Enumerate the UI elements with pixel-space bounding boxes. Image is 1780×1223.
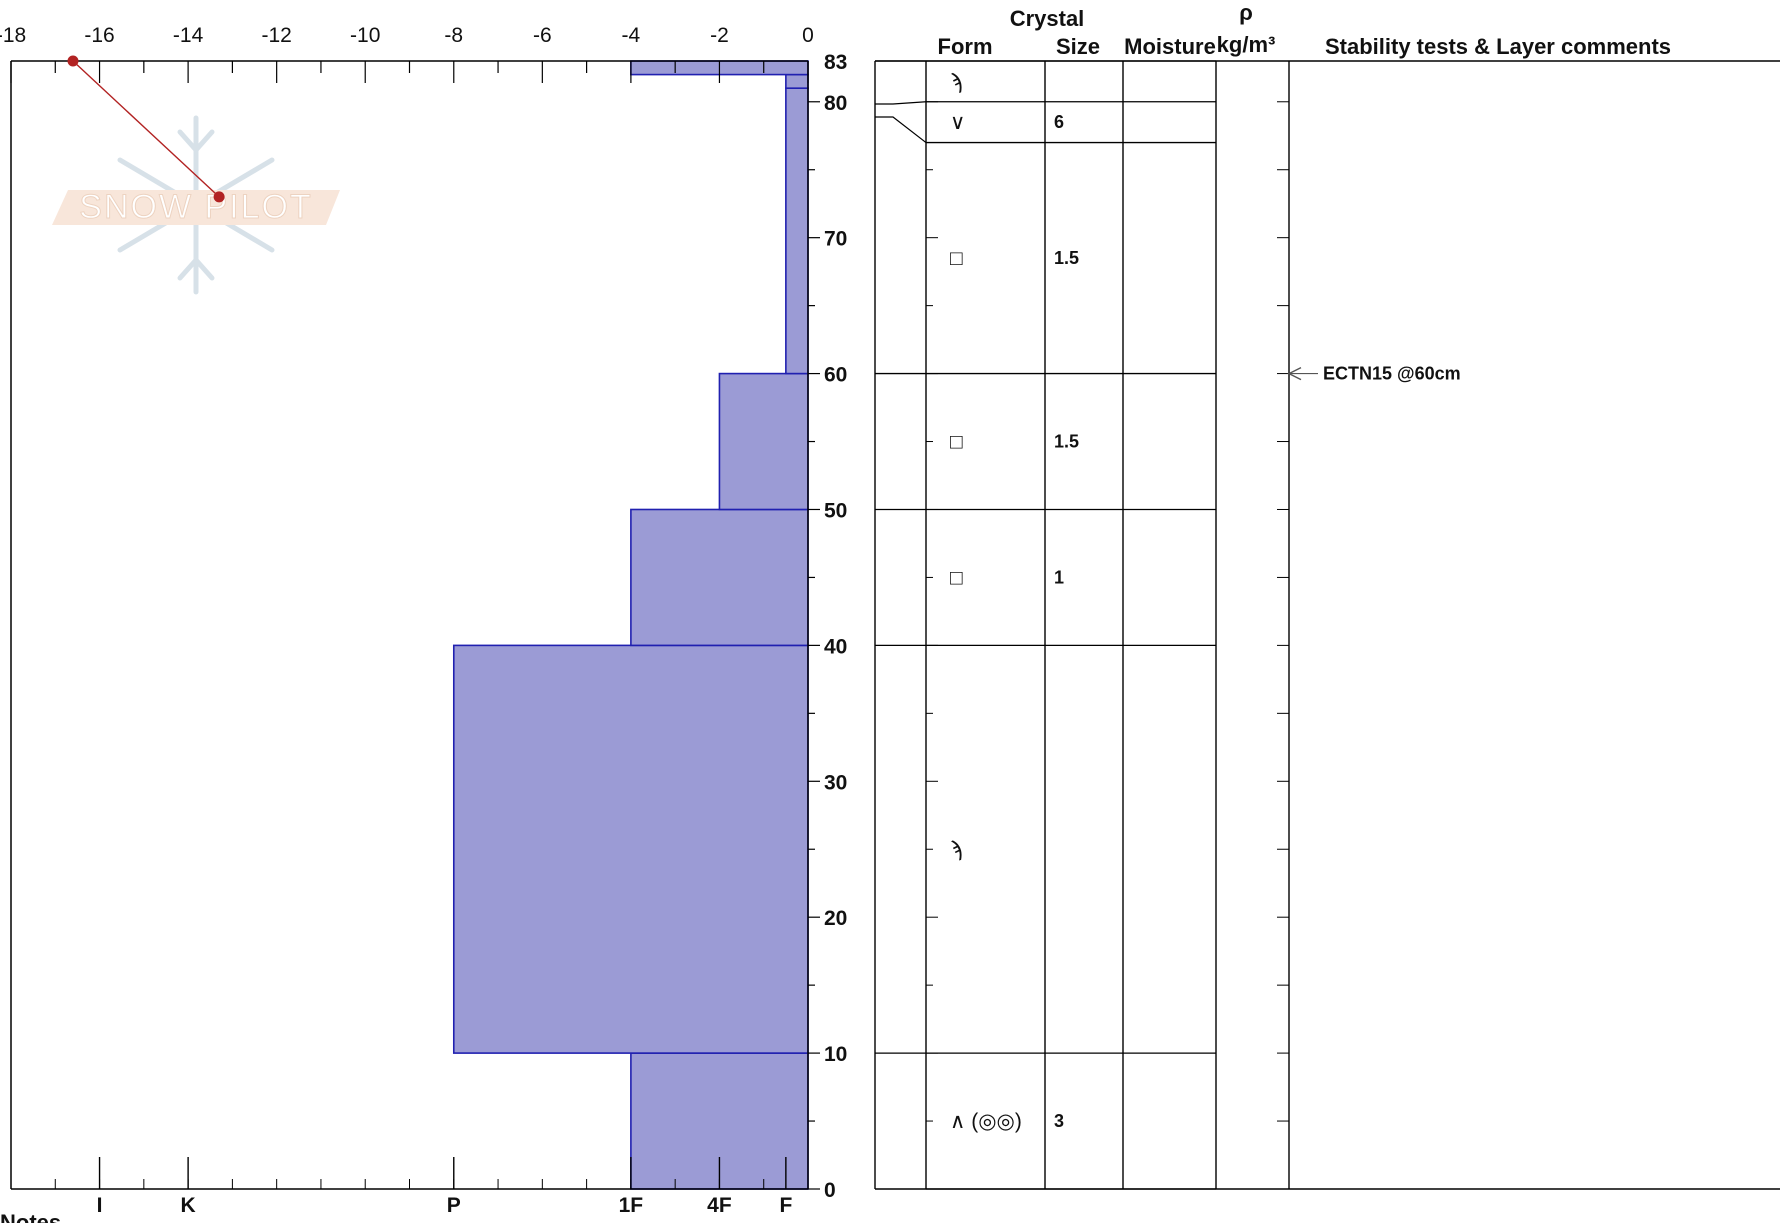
temperature-tick-label: 0	[802, 24, 814, 47]
layer-form-symbol: ϡ	[950, 838, 962, 861]
depth-tick-label: 40	[824, 635, 847, 658]
density-symbol-header: ρ	[1239, 0, 1253, 25]
depth-tick-label: 70	[824, 228, 847, 251]
layer-size-label: 6	[1054, 112, 1064, 132]
temperature-point	[213, 191, 225, 203]
layer-form-symbol: ∧ (◎◎)	[950, 1110, 1022, 1133]
depth-tick-label: 83	[824, 51, 847, 74]
hardness-bar	[785, 87, 809, 375]
layer-form-symbol: ϡ	[950, 70, 962, 93]
hardness-tick-label: 4F	[707, 1194, 732, 1217]
layer-connector	[875, 116, 927, 144]
layer-size-label: 1	[1054, 567, 1064, 587]
hardness-tick-label: I	[97, 1194, 103, 1217]
form-header: Form	[938, 34, 993, 59]
depth-tick-label: 30	[824, 771, 847, 794]
layer-form-symbol: □	[950, 247, 963, 270]
hardness-bar	[718, 372, 809, 511]
depth-tick-label: 20	[824, 907, 847, 930]
hardness-bar	[452, 644, 809, 1054]
temperature-tick-label: -14	[173, 24, 204, 47]
layer-connector	[875, 101, 927, 105]
layer-form-symbol: ∨	[950, 111, 965, 134]
hardness-bar	[630, 508, 809, 647]
hardness-tick-label: F	[779, 1194, 792, 1217]
comments-header: Stability tests & Layer comments	[1325, 34, 1671, 59]
watermark-text: SNOW PILOT	[79, 188, 312, 226]
depth-tick-label: 60	[824, 364, 847, 387]
density-unit-header: kg/m³	[1217, 32, 1276, 57]
temperature-line	[72, 60, 220, 198]
layer-form-symbol: □	[950, 566, 963, 589]
hardness-tick-label: 1F	[619, 1194, 644, 1217]
temperature-tick-label: -2	[710, 24, 729, 47]
layer-size-label: 1.5	[1054, 248, 1079, 268]
depth-tick-label: 50	[824, 499, 847, 522]
temperature-tick-label: -10	[350, 24, 380, 47]
temperature-tick-label: -6	[533, 24, 552, 47]
temperature-tick-label: -12	[261, 24, 291, 47]
stability-test-label: ECTN15 @60cm	[1323, 364, 1461, 384]
depth-tick-label: 0	[824, 1179, 836, 1202]
size-header: Size	[1056, 34, 1100, 59]
crystal-header: Crystal	[1010, 6, 1085, 31]
temperature-tick-label: -8	[444, 24, 463, 47]
layer-form-symbol: □	[950, 431, 963, 454]
hardness-tick-label: P	[447, 1194, 461, 1217]
hardness-temperature-plot: -18 -16 -14 -12 -10 -8 -6 -4 -2 0 I K P 1F 4F F 0 10 20 30 4…	[0, 24, 847, 1217]
depth-tick-label: 80	[824, 92, 847, 115]
stability-arrow-head	[1287, 366, 1302, 381]
layer-size-label: 1.5	[1054, 432, 1079, 452]
hardness-bar	[785, 73, 809, 89]
temperature-point	[67, 55, 79, 67]
notes-label: Notes	[0, 1210, 61, 1223]
moisture-header: Moisture	[1124, 34, 1216, 59]
layer-size-label: 3	[1054, 1111, 1064, 1131]
temperature-tick-label: -18	[0, 24, 26, 47]
temperature-tick-label: -16	[84, 24, 114, 47]
layer-table: Crystal Form Size Moisture ρ kg/m³ Stability t…	[874, 0, 1780, 1190]
depth-tick-label: 10	[824, 1043, 847, 1066]
snowpilot-watermark: SNOW PILOT	[52, 115, 340, 295]
hardness-tick-label: K	[181, 1194, 196, 1217]
temperature-tick-label: -4	[622, 24, 641, 47]
